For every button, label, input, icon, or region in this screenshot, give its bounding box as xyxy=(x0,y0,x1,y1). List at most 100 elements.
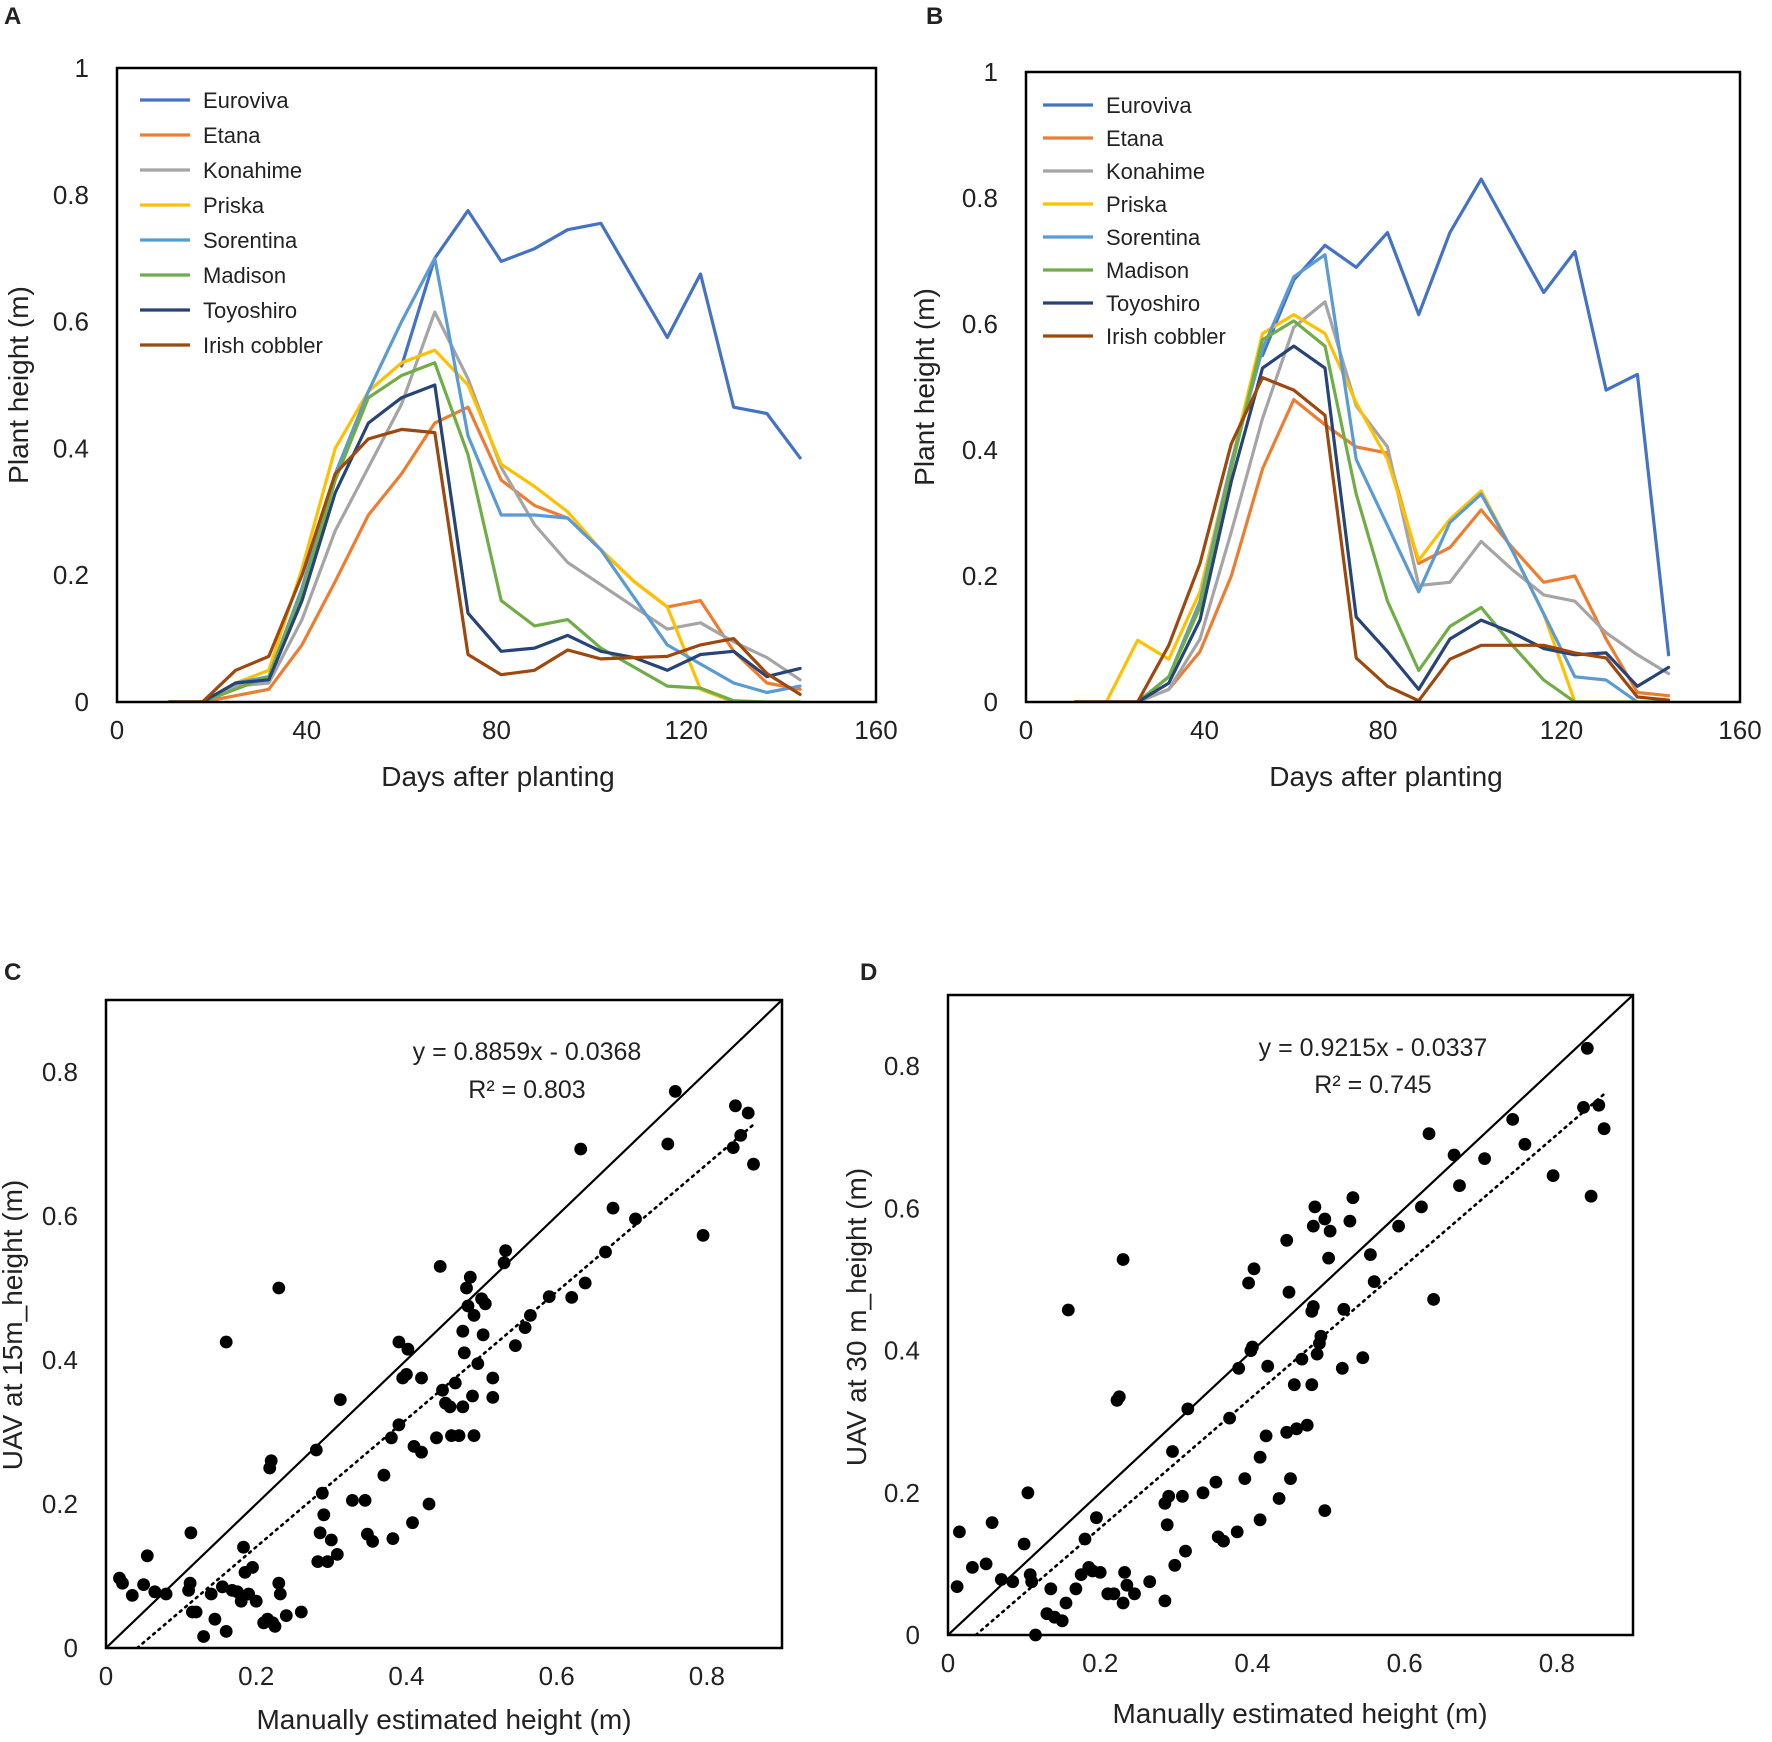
plot-frame xyxy=(1024,70,1742,704)
data-point xyxy=(125,1589,139,1602)
x-tick-label: 40 xyxy=(292,715,321,745)
data-point xyxy=(1017,1537,1031,1551)
data-point xyxy=(1021,1486,1035,1500)
one-to-one-line xyxy=(106,1000,782,1648)
data-point xyxy=(696,1229,710,1242)
series-line-madison xyxy=(1073,319,1671,702)
data-point xyxy=(415,1371,428,1385)
legend-label: Toyoshiro xyxy=(203,298,297,323)
data-point xyxy=(1306,1300,1320,1313)
y-tick-label: 1 xyxy=(984,57,998,87)
data-point xyxy=(1364,1248,1377,1261)
y-tick-label: 0.6 xyxy=(884,1193,920,1223)
data-point xyxy=(1176,1489,1189,1503)
data-point xyxy=(386,1532,400,1545)
data-point xyxy=(1232,1361,1246,1375)
x-tick-label: 0.6 xyxy=(1387,1648,1423,1678)
r-squared-label: R² = 0.745 xyxy=(1314,1071,1431,1099)
data-point xyxy=(1168,1558,1182,1572)
y-tick-label: 0.8 xyxy=(884,1051,920,1081)
plot-frame xyxy=(115,66,878,704)
data-point xyxy=(392,1335,406,1349)
y-axis-title: UAV at 15m_height (m) xyxy=(0,1180,28,1471)
data-point xyxy=(467,1309,481,1322)
panel-label-b: B xyxy=(926,3,943,30)
data-point xyxy=(1090,1511,1103,1525)
data-point xyxy=(565,1291,579,1304)
data-point xyxy=(1242,1276,1255,1290)
data-point xyxy=(629,1212,642,1226)
data-point xyxy=(246,1561,259,1574)
data-point xyxy=(1196,1486,1210,1500)
data-point xyxy=(1143,1575,1157,1589)
legend-label: Konahime xyxy=(203,158,302,183)
data-point xyxy=(476,1328,490,1342)
panel-c: C 0 0.2 0.4 0.6 0.8 0 0.2 0.4 0.6 0.8 Manually est… xyxy=(0,959,784,1735)
data-point xyxy=(1025,1575,1039,1589)
data-point xyxy=(486,1371,500,1385)
legend-label: Euroviva xyxy=(1106,93,1192,118)
data-point xyxy=(1322,1251,1335,1265)
data-point xyxy=(1478,1152,1491,1165)
data-point xyxy=(1518,1137,1532,1151)
data-point xyxy=(456,1400,470,1414)
data-point xyxy=(1584,1189,1598,1203)
data-point xyxy=(726,1141,740,1154)
legend-label: Priska xyxy=(203,193,265,218)
data-point xyxy=(1447,1148,1461,1162)
series-line-irish-cobbler xyxy=(167,427,802,702)
series-line-sorentina xyxy=(167,256,802,702)
data-point xyxy=(1415,1200,1428,1214)
data-point xyxy=(216,1580,229,1594)
data-point xyxy=(467,1429,481,1442)
y-tick-label: 0 xyxy=(75,687,89,717)
x-tick-label: 0.2 xyxy=(238,1661,274,1691)
legend-label: Sorentina xyxy=(203,228,298,253)
points-group xyxy=(950,1041,1611,1642)
data-point xyxy=(321,1555,334,1568)
data-point xyxy=(466,1389,479,1403)
series-line-priska xyxy=(1073,313,1671,702)
series-line-euroviva xyxy=(1260,177,1671,657)
data-point xyxy=(471,1357,485,1370)
series-line-madison xyxy=(167,361,802,702)
panel-d: D 0 0.2 0.4 0.6 0.8 0 0.2 0.4 0.6 0.8 Manually est… xyxy=(841,959,1635,1729)
data-point xyxy=(366,1535,379,1548)
data-point xyxy=(1059,1596,1073,1610)
y-tick-label: 0.8 xyxy=(962,183,998,213)
data-point xyxy=(509,1339,522,1352)
data-point xyxy=(1314,1329,1328,1343)
data-point xyxy=(1346,1191,1360,1205)
data-point xyxy=(1300,1418,1314,1432)
data-point xyxy=(1272,1492,1286,1505)
data-point xyxy=(415,1445,428,1459)
data-point xyxy=(313,1526,327,1540)
data-point xyxy=(237,1540,250,1554)
data-point xyxy=(1158,1594,1172,1608)
legend-label: Madison xyxy=(203,263,286,288)
data-point xyxy=(478,1297,492,1311)
data-point xyxy=(430,1431,443,1445)
legend-label: Madison xyxy=(1106,258,1189,283)
y-axis-title: Plant height (m) xyxy=(909,288,940,486)
data-point xyxy=(406,1516,419,1530)
points-group xyxy=(113,1085,760,1643)
x-tick-label: 0.2 xyxy=(1082,1648,1118,1678)
data-point xyxy=(1044,1582,1058,1596)
x-axis-title: Days after planting xyxy=(381,761,614,792)
x-tick-label: 40 xyxy=(1190,715,1219,745)
data-point xyxy=(1305,1378,1319,1392)
data-point xyxy=(518,1321,532,1334)
data-point xyxy=(1181,1402,1195,1416)
data-point xyxy=(264,1454,278,1468)
one-to-one-line xyxy=(948,995,1633,1635)
data-point xyxy=(1427,1293,1440,1306)
data-point xyxy=(1318,1504,1332,1517)
data-point xyxy=(311,1555,325,1568)
x-tick-label: 0.4 xyxy=(388,1661,424,1691)
data-point xyxy=(1337,1302,1351,1316)
data-point xyxy=(542,1290,556,1303)
data-point xyxy=(1318,1212,1332,1226)
panel-label-a: A xyxy=(4,3,21,30)
data-point xyxy=(1343,1214,1357,1228)
